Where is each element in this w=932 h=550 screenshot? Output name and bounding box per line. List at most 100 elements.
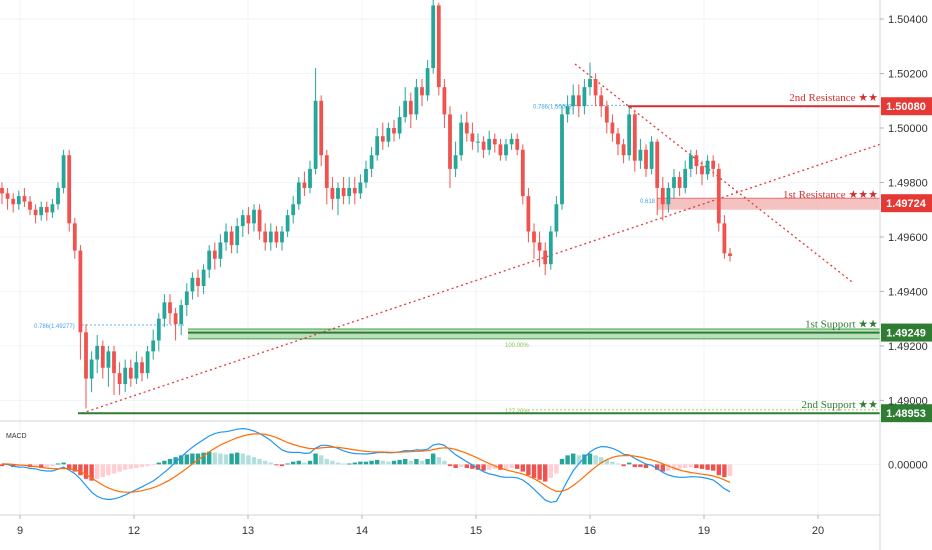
macd-histogram-bar — [44, 464, 49, 468]
candle-body — [61, 155, 66, 188]
candle-body — [352, 187, 357, 194]
candle-body — [520, 149, 525, 197]
macd-histogram-bar — [543, 464, 548, 482]
candle-body — [336, 187, 340, 199]
level-label-support: 2nd Support ★★ — [801, 399, 878, 411]
candle-body — [694, 155, 699, 167]
candle-body — [196, 277, 200, 286]
macd-histogram-bar — [627, 462, 632, 465]
macd-histogram-bar — [61, 462, 66, 465]
price-tick-label: 1.49200 — [888, 341, 928, 353]
candle-body — [728, 253, 732, 257]
candle-body — [218, 242, 223, 259]
macd-histogram-bar — [55, 463, 61, 465]
candle-body — [173, 313, 178, 325]
macd-histogram-bar — [117, 464, 122, 472]
macd-histogram-bar — [195, 453, 201, 465]
macd-histogram-bar — [660, 464, 665, 472]
macd-histogram-bar — [139, 464, 145, 468]
candle-body — [397, 117, 402, 134]
candle-body — [330, 187, 335, 199]
macd-line — [1, 427, 731, 503]
candle-body — [431, 5, 436, 69]
macd-histogram-bar — [95, 464, 100, 479]
macd-histogram-bar — [235, 452, 240, 465]
level-label-resistance: 2nd Resistance ★★ — [789, 92, 878, 104]
price-tick-label: 1.49400 — [888, 286, 928, 298]
macd-histogram-bar — [369, 460, 374, 465]
macd-histogram-bar — [699, 464, 705, 469]
macd-histogram-bar — [324, 458, 329, 465]
macd-histogram-bar — [475, 464, 481, 470]
macd-histogram-bar — [184, 454, 189, 465]
candle-body — [425, 68, 430, 96]
macd-histogram-bar — [162, 460, 167, 465]
macd-histogram-bar — [643, 464, 649, 468]
macd-histogram-bar — [33, 464, 38, 467]
time-tick-label: 9 — [17, 525, 23, 537]
candle-body — [509, 138, 514, 145]
level-price-label: 1.50080 — [886, 101, 926, 113]
macd-histogram-bar — [229, 453, 234, 465]
candle-body — [688, 155, 693, 169]
candle-body — [56, 187, 60, 205]
macd-histogram-bar — [207, 451, 212, 465]
candle-body — [212, 250, 217, 259]
macd-histogram-bar — [257, 458, 262, 465]
candle-body — [616, 133, 620, 145]
candle-body — [0, 187, 4, 194]
macd-histogram-bar — [464, 464, 469, 468]
time-tick-label: 13 — [242, 525, 254, 537]
macd-panel: MACD — [0, 420, 880, 503]
candle-body — [632, 114, 637, 161]
candle-body — [246, 215, 251, 224]
macd-histogram-bar — [621, 464, 626, 467]
candle-body — [324, 155, 329, 188]
macd-histogram-bar — [447, 464, 453, 467]
macd-histogram-bar — [671, 464, 677, 470]
macd-histogram-bar — [156, 462, 161, 465]
candle-body — [565, 106, 570, 115]
candle-body — [548, 231, 553, 265]
candle-body — [403, 100, 408, 118]
macd-label: MACD — [6, 433, 27, 440]
macd-histogram-bar — [78, 464, 83, 476]
macd-histogram-bar — [307, 460, 313, 465]
candle-body — [39, 207, 44, 216]
level-price-tag — [881, 323, 932, 342]
fib-label: 0.786(1.49277) — [34, 324, 75, 330]
macd-histogram-bar — [487, 464, 492, 470]
macd-histogram-bar — [582, 454, 587, 465]
candle-body — [168, 302, 172, 314]
macd-histogram-bar — [50, 464, 55, 467]
macd-histogram-bar — [688, 464, 693, 468]
levels: 2nd Resistance ★★ 1.50080 1st Resistance ★… — [78, 92, 932, 423]
level-label-support: 1st Support ★★ — [805, 319, 878, 331]
candle-body — [224, 231, 228, 243]
candle-body — [190, 277, 195, 292]
macd-histogram-bar — [515, 464, 520, 469]
candle-body — [201, 269, 206, 286]
candle-body — [700, 166, 704, 175]
fib-label: 0.618 — [640, 199, 656, 205]
price-tick-label: 1.50000 — [888, 123, 928, 135]
candle-body — [5, 193, 10, 199]
macd-histogram-bar — [134, 464, 139, 468]
candle-body — [588, 78, 592, 88]
macd-histogram-bar — [632, 464, 637, 468]
candle-body — [504, 144, 508, 156]
macd-histogram-bar — [531, 464, 537, 478]
time-tick-label: 19 — [698, 525, 710, 537]
macd-histogram-bar — [503, 464, 509, 469]
macd-histogram-bar — [190, 453, 195, 465]
candle-body — [302, 182, 307, 188]
level-price-label: 1.49249 — [886, 328, 926, 340]
fib-label: 0.786(1.50083) — [533, 104, 574, 110]
macd-histogram-bar — [716, 464, 721, 476]
macd-histogram-bar — [593, 455, 598, 465]
candle-body — [33, 209, 38, 216]
candle-body — [448, 114, 452, 169]
macd-histogram-bar — [296, 460, 301, 465]
